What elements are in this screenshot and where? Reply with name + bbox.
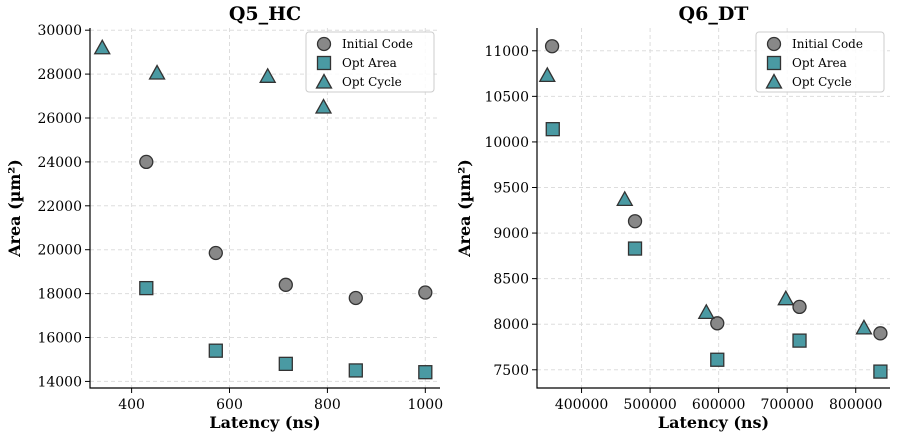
chart-q6-dt: 400000 500000 600000 700000 800000 7500 8000 85… (455, 3, 890, 432)
data-point (139, 280, 154, 296)
chart-title: Q5_HC (229, 3, 301, 25)
legend-label: Opt Area (342, 56, 397, 70)
series-initial-code (139, 154, 433, 306)
data-point (418, 285, 433, 300)
series-initial-code (544, 39, 888, 341)
x-tick-label: 400000 (555, 397, 608, 413)
y-tick-label: 26000 (37, 111, 82, 127)
data-point (259, 67, 277, 83)
legend-label: Opt Area (792, 56, 847, 70)
data-point (208, 343, 223, 358)
legend-label: Initial Code (342, 37, 413, 51)
y-tick-label: 10500 (484, 89, 529, 105)
data-point (544, 39, 560, 54)
data-point (348, 290, 363, 306)
y-tick-label: 8000 (493, 317, 529, 333)
y-tick-label: 28000 (37, 67, 82, 83)
data-point (777, 289, 795, 306)
x-tick-label: 500000 (623, 397, 676, 413)
y-tick-label: 18000 (37, 287, 82, 303)
legend-label: Opt Cycle (792, 75, 852, 89)
x-tick-label: 600 (216, 397, 243, 413)
axis-spine (536, 28, 890, 389)
data-point (627, 214, 643, 229)
legend-marker (316, 36, 332, 52)
y-tick-label: 8500 (493, 272, 529, 288)
y-tick-label: 10000 (484, 135, 529, 151)
y-tick-label: 20000 (37, 243, 82, 259)
data-point (545, 122, 560, 137)
x-tick-label: 400 (118, 397, 145, 413)
legend-box (755, 31, 885, 93)
data-point (538, 66, 556, 83)
legend-marker (316, 55, 332, 71)
data-point (873, 326, 888, 341)
legend-label: Initial Code (792, 37, 863, 51)
legend: Initial Code Opt Area Opt Cycle (755, 31, 885, 93)
x-axis-label: Latency (ns) (658, 413, 769, 432)
x-axis-label: Latency (ns) (209, 413, 320, 432)
y-tick-label: 22000 (37, 199, 82, 215)
legend-marker (315, 73, 333, 89)
data-point (792, 299, 807, 315)
y-tick-label: 9000 (493, 226, 529, 242)
y-axis-label: Area (µm²) (5, 159, 24, 258)
data-point (616, 190, 634, 206)
data-point (627, 241, 643, 256)
data-point (710, 352, 725, 367)
x-tick-label: 700000 (760, 397, 813, 413)
series-opt-cycle (93, 38, 333, 114)
legend-marker (766, 36, 782, 52)
data-point (418, 365, 433, 380)
y-axis-label: Area (µm²) (455, 159, 474, 258)
y-tick-label: 14000 (37, 374, 82, 390)
x-tick-label: 800000 (829, 397, 882, 413)
legend-label: Opt Cycle (342, 75, 402, 89)
y-tick-label: 24000 (37, 155, 82, 171)
chart-title: Q6_DT (679, 3, 749, 25)
data-point (697, 303, 715, 320)
legend-box (305, 31, 435, 93)
data-point (139, 154, 154, 170)
data-point (792, 333, 807, 348)
y-tick-label: 16000 (37, 331, 82, 347)
y-tick-label: 7500 (493, 363, 529, 379)
series-opt-area (545, 122, 888, 379)
data-point (93, 38, 111, 55)
data-point (348, 363, 363, 378)
x-tick-label: 800 (314, 397, 341, 413)
x-tick-label: 600000 (692, 397, 745, 413)
chart-q5-hc: 400 600 800 1000 14000 16000 18000 20000 22000 24… (5, 3, 443, 432)
data-point (208, 245, 223, 261)
data-point (710, 316, 725, 331)
legend-marker (765, 73, 783, 89)
data-point (148, 64, 166, 80)
data-point (855, 319, 873, 335)
data-point (278, 277, 293, 292)
y-tick-label: 9500 (493, 180, 529, 196)
data-point (314, 98, 333, 114)
legend: Initial Code Opt Area Opt Cycle (305, 31, 435, 93)
x-tick-label: 1000 (407, 397, 443, 413)
y-tick-label: 11000 (484, 44, 529, 60)
data-point (278, 356, 293, 372)
axis-spine (89, 28, 440, 389)
series-opt-area (139, 280, 433, 380)
data-point (873, 364, 888, 379)
series-opt-cycle (538, 66, 873, 335)
legend-marker (766, 55, 782, 71)
y-tick-label: 30000 (37, 23, 82, 39)
